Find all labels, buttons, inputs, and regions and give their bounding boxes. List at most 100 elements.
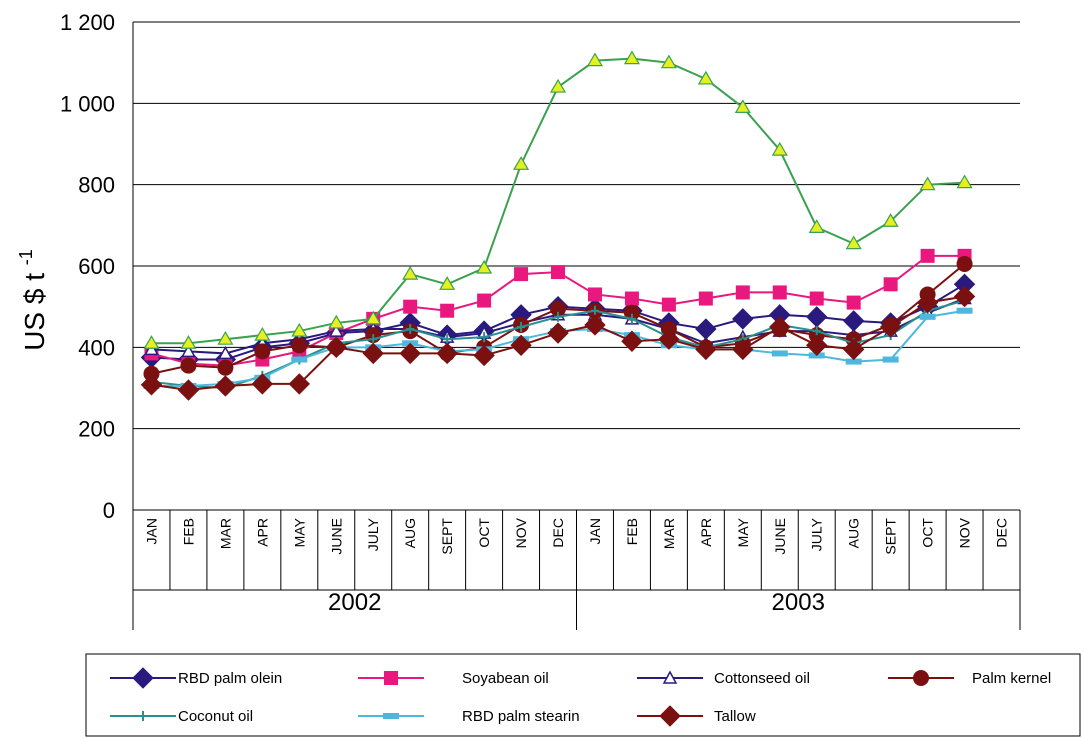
gridlines [133, 21, 1020, 430]
x-tick-label: FEB [180, 518, 196, 545]
data-point [439, 276, 456, 290]
data-point [517, 322, 526, 332]
data-point [919, 176, 936, 191]
x-tick-label: JULY [365, 517, 381, 551]
data-point [554, 311, 563, 322]
data-point [476, 259, 493, 274]
legend-marker [659, 705, 681, 727]
x-tick-label: OCT [920, 518, 936, 548]
data-point [695, 338, 717, 361]
x-tick-label: MAR [217, 518, 233, 549]
data-point [477, 293, 492, 308]
data-point [140, 374, 163, 396]
series-6 [140, 285, 976, 401]
legend-box [85, 653, 1081, 737]
legend-label: Palm kernel [972, 670, 1051, 687]
data-point [369, 334, 378, 345]
legend-item: Cottonseed oil [637, 670, 810, 687]
data-point [473, 344, 495, 367]
data-point [734, 99, 751, 114]
data-point [328, 314, 345, 329]
data-point [510, 334, 532, 357]
data-point [291, 322, 308, 337]
data-point [402, 265, 419, 280]
axes [132, 22, 1021, 630]
x-tick-label: APR [698, 518, 714, 547]
data-point [845, 358, 862, 365]
data-point [480, 332, 489, 343]
legend-item: RBD palm stearin [358, 708, 580, 725]
series-7 [143, 50, 973, 349]
legend-item: Palm kernel [888, 670, 1051, 687]
x-tick-label: APR [254, 518, 270, 547]
data-point [551, 265, 566, 280]
x-tick-label: NOV [513, 517, 529, 548]
data-point [953, 285, 976, 308]
data-point [624, 291, 639, 306]
legend-marker [384, 671, 398, 685]
y-tick-label: 0 [103, 498, 115, 523]
data-point [180, 357, 197, 374]
data-point [809, 291, 824, 306]
legend-marker [383, 713, 399, 719]
data-point [399, 342, 421, 365]
x-tick-label: AUG [402, 518, 418, 548]
y-tick-labels: 0 200 400 600 800 1 000 1 200 [60, 10, 115, 523]
year-label: 2002 [328, 589, 381, 616]
data-point [771, 350, 788, 357]
data-point [180, 335, 197, 349]
data-point [217, 331, 234, 345]
data-point [621, 330, 643, 352]
data-point [513, 156, 530, 170]
x-tick-labels: JAN FEB MAR APR MAY JUNE JULY AUG SEPT OCT NOV DEC J… [143, 517, 1009, 554]
data-point [590, 305, 599, 316]
data-point [661, 297, 676, 312]
x-tick-label: FEB [624, 518, 640, 545]
x-tick-label: JUNE [328, 518, 344, 555]
data-point [177, 379, 200, 401]
legend-label: Tallow [714, 708, 756, 725]
data-point [623, 304, 640, 321]
y-tick-label: 1 000 [60, 91, 115, 116]
legend-marker [662, 670, 678, 684]
legend-label: RBD palm stearin [462, 708, 580, 725]
data-point [251, 373, 274, 395]
data-point [660, 54, 677, 69]
data-point [772, 285, 787, 300]
legend-item: Coconut oil [110, 708, 253, 725]
data-point [217, 359, 234, 376]
data-point [916, 291, 939, 314]
year-labels: 2002 2003 [328, 589, 825, 616]
year-label: 2003 [772, 589, 825, 616]
data-point [769, 316, 791, 338]
x-tick-label: SEPT [439, 518, 455, 555]
data-point [362, 342, 384, 365]
data-point [627, 313, 636, 324]
data-point [587, 287, 602, 302]
data-point [143, 365, 160, 382]
x-tick-label: NOV [957, 517, 973, 548]
data-point [920, 248, 935, 263]
data-point [443, 334, 452, 345]
data-point [812, 326, 821, 337]
data-point [623, 50, 640, 65]
data-point [956, 174, 973, 189]
data-point [842, 338, 865, 361]
x-tick-label: OCT [476, 518, 492, 548]
data-point [658, 328, 680, 350]
legend-label: Cottonseed oil [714, 670, 810, 687]
x-tick-label: MAY [735, 517, 751, 547]
x-tick-label: JUNE [772, 518, 788, 555]
data-point [547, 322, 569, 344]
data-point [586, 52, 604, 67]
data-point [919, 313, 936, 320]
data-point [403, 299, 418, 314]
series-group [140, 50, 976, 401]
data-point [808, 219, 825, 233]
y-tick-label: 1 200 [60, 10, 115, 35]
legend-marker [139, 711, 147, 721]
data-point [365, 310, 382, 325]
data-point [514, 267, 529, 282]
y-axis-label: US $ t -1 [16, 249, 50, 351]
